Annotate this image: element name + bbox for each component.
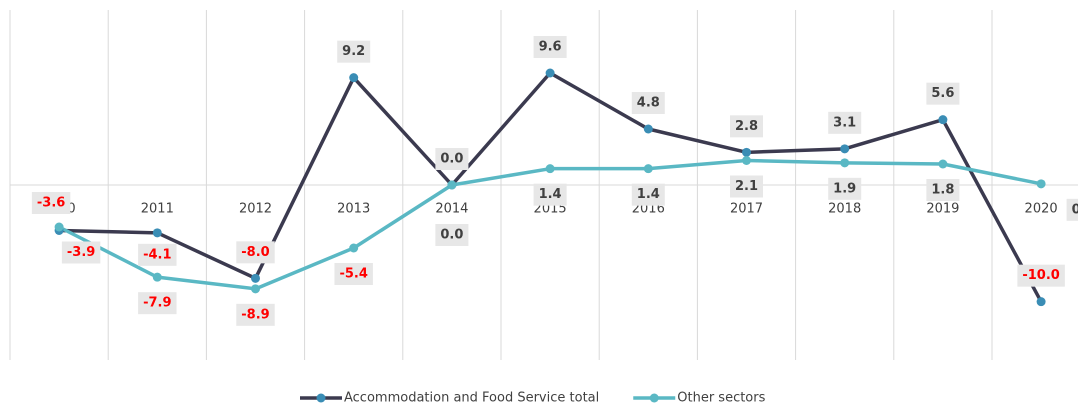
legend-label: Accommodation and Food Service total xyxy=(344,391,599,406)
value-label-box xyxy=(435,148,469,170)
value-label-box xyxy=(828,177,862,200)
value-label: 1.4 xyxy=(533,183,567,206)
value-label-text: -4.1 xyxy=(143,247,171,262)
value-label: 0.1 xyxy=(1066,198,1078,221)
value-label: -8.9 xyxy=(236,303,275,326)
value-label-box xyxy=(138,243,177,266)
point xyxy=(840,144,850,154)
x-tick-label: 2019 xyxy=(926,202,959,217)
point xyxy=(1036,297,1046,307)
x-tick-label: 2020 xyxy=(1025,202,1058,217)
value-label-text: -10.0 xyxy=(1022,268,1059,283)
value-label: 1.4 xyxy=(631,183,665,206)
value-label-box xyxy=(236,241,275,264)
value-label: 1.9 xyxy=(828,177,862,200)
value-label-text: 0.0 xyxy=(440,228,463,243)
point xyxy=(742,147,751,157)
value-label: 4.8 xyxy=(631,92,665,114)
point xyxy=(742,156,751,165)
value-label-box xyxy=(138,292,177,315)
point xyxy=(938,115,948,125)
value-label: -4.1 xyxy=(138,243,177,266)
value-label: -10.0 xyxy=(1017,264,1065,287)
value-label-text: 2.8 xyxy=(735,119,758,134)
value-label-box xyxy=(533,183,567,206)
point xyxy=(545,164,555,174)
value-label-text: 2.1 xyxy=(735,179,758,194)
value-label-box xyxy=(236,303,275,326)
value-label-text: 1.4 xyxy=(539,187,562,202)
value-label-box xyxy=(729,175,764,198)
value-label: 2.8 xyxy=(729,115,764,138)
value-label-box xyxy=(334,263,373,285)
value-label-text: 4.8 xyxy=(637,96,660,111)
point xyxy=(643,124,653,134)
legend-label: Other sectors xyxy=(677,391,765,406)
x-tick-label: 2014 xyxy=(435,202,468,217)
point xyxy=(152,228,162,238)
value-label-text: 0.0 xyxy=(440,152,463,167)
value-label-text: 1.4 xyxy=(637,187,660,202)
value-label: -5.4 xyxy=(334,263,373,285)
value-label-box xyxy=(337,40,371,63)
x-tick-label: 2011 xyxy=(141,202,174,217)
value-label-text: 9.6 xyxy=(539,40,562,55)
value-label-box xyxy=(729,115,764,138)
value-label: -8.0 xyxy=(236,241,275,264)
value-label-text: -3.9 xyxy=(67,245,95,260)
point xyxy=(447,180,457,190)
value-label-text: -3.6 xyxy=(37,196,65,211)
value-label-text: -8.0 xyxy=(241,245,269,260)
value-label-text: 1.9 xyxy=(833,181,856,196)
point xyxy=(54,222,64,232)
value-label-text: 5.6 xyxy=(931,86,954,101)
value-label-text: 1.8 xyxy=(931,183,954,198)
value-label: 9.6 xyxy=(533,36,567,58)
value-label-box xyxy=(631,92,665,114)
value-label-text: 3.1 xyxy=(833,115,856,130)
value-label: 2.1 xyxy=(729,175,764,198)
point xyxy=(1036,179,1046,189)
value-label-text: 9.2 xyxy=(342,44,365,59)
point xyxy=(349,73,359,83)
value-label: -3.9 xyxy=(61,241,101,264)
value-label: 0.0 xyxy=(435,224,469,246)
value-label-box xyxy=(926,179,960,201)
value-label-box xyxy=(31,192,71,214)
x-tick-label: 2012 xyxy=(239,202,272,217)
point xyxy=(251,273,260,283)
value-label: 3.1 xyxy=(828,111,862,134)
value-label-text: -8.9 xyxy=(241,307,269,322)
x-tick-label: 2013 xyxy=(337,202,370,217)
value-label-box xyxy=(631,183,665,206)
value-label-box xyxy=(1066,198,1078,221)
value-label-text: -5.4 xyxy=(339,267,367,282)
value-label: 0.0 xyxy=(435,148,469,170)
value-label-box xyxy=(926,82,960,105)
value-label-box xyxy=(61,241,101,264)
value-label-text: 0.1 xyxy=(1072,202,1078,217)
value-label-box xyxy=(828,111,862,134)
point xyxy=(545,68,555,78)
point xyxy=(840,158,850,168)
point xyxy=(349,243,359,253)
value-label-text: -7.9 xyxy=(143,296,171,311)
point xyxy=(938,159,948,169)
point xyxy=(152,272,162,282)
value-label: 9.2 xyxy=(337,40,371,63)
point xyxy=(251,284,260,294)
value-label: 1.8 xyxy=(926,179,960,201)
value-label: 5.6 xyxy=(926,82,960,105)
point xyxy=(643,164,653,174)
value-label-box xyxy=(435,224,469,246)
x-tick-label: 2017 xyxy=(730,202,763,217)
legend-marker xyxy=(316,393,326,403)
value-label: -3.6 xyxy=(31,192,71,214)
legend-marker xyxy=(649,393,659,403)
x-tick-label: 2018 xyxy=(828,202,861,217)
value-label-box xyxy=(1017,264,1065,287)
value-label-box xyxy=(533,36,567,58)
value-label: -7.9 xyxy=(138,292,177,315)
